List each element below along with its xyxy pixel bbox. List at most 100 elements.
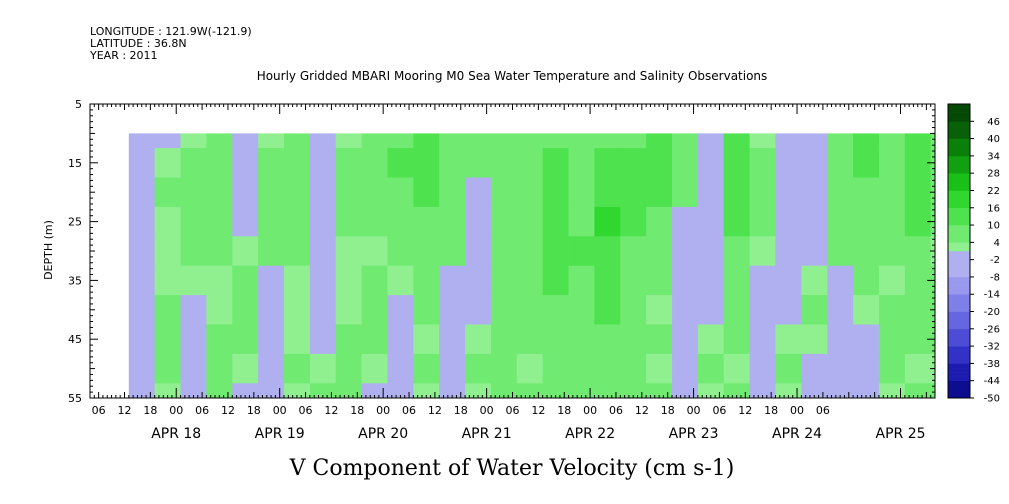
heatmap-cell	[258, 206, 285, 237]
x-day-label: APR 24	[772, 426, 822, 442]
heatmap-cell	[387, 265, 414, 296]
heatmap-cell	[723, 133, 751, 149]
y-tick-label: 35	[68, 274, 82, 287]
chart-title: Hourly Gridded MBARI Mooring M0 Sea Wate…	[257, 69, 768, 83]
heatmap-cell	[516, 324, 544, 355]
heatmap-cell	[568, 383, 595, 399]
colorbar-segment	[948, 276, 970, 286]
x-hour-label: 12	[324, 404, 338, 417]
heatmap-cell	[620, 383, 647, 399]
colorbar-label: 34	[987, 151, 1000, 162]
heatmap-cell	[206, 177, 233, 208]
colorbar-segment	[948, 337, 970, 347]
heatmap-cell	[284, 324, 311, 355]
heatmap-cell	[749, 206, 776, 237]
x-day-label: APR 23	[669, 426, 719, 442]
chart-caption: V Component of Water Velocity (cm s-1)	[289, 456, 735, 481]
heatmap-cell	[749, 177, 776, 208]
heatmap-cell	[439, 295, 466, 325]
y-tick-label: 45	[68, 333, 82, 346]
heatmap-cell	[904, 148, 932, 178]
heatmap-cell	[827, 236, 854, 267]
heatmap-cell	[878, 353, 906, 384]
heatmap-cell	[646, 206, 673, 237]
x-hour-label: 06	[712, 404, 726, 417]
heatmap-cell	[542, 133, 569, 149]
heatmap-cell	[878, 324, 906, 355]
colorbar-segment	[948, 242, 970, 252]
heatmap-cell	[413, 236, 440, 267]
heatmap-cell	[284, 295, 311, 325]
heatmap-cell	[490, 324, 518, 355]
x-day-label: APR 19	[255, 426, 305, 442]
x-day-label: APR 20	[358, 426, 408, 442]
colorbar-segment	[948, 121, 970, 131]
x-hour-label: 00	[790, 404, 804, 417]
x-day-label: APR 25	[876, 426, 926, 442]
x-hour-label: 06	[195, 404, 209, 417]
heatmap-cell	[387, 295, 414, 325]
heatmap-cell	[646, 383, 673, 399]
x-hour-label: 12	[221, 404, 235, 417]
colorbar-label: 4	[994, 238, 1000, 249]
heatmap-cell	[827, 295, 854, 325]
heatmap-cell	[697, 148, 725, 178]
heatmap-cell	[568, 353, 595, 384]
heatmap-cell	[775, 133, 802, 149]
heatmap-cell	[361, 295, 388, 325]
colorbar-label: 16	[987, 203, 1000, 214]
heatmap-cell	[465, 177, 492, 208]
heatmap-cell	[284, 265, 311, 296]
heatmap-cell	[542, 236, 569, 267]
x-hour-label: 00	[376, 404, 390, 417]
heatmap-cell	[284, 177, 311, 208]
heatmap-cell	[775, 383, 802, 399]
heatmap-cell	[335, 324, 363, 355]
heatmap-cell	[413, 324, 440, 355]
heatmap-cell	[594, 353, 621, 384]
heatmap-cell	[387, 177, 414, 208]
heatmap-cell	[232, 148, 259, 178]
heatmap-cell	[801, 324, 828, 355]
heatmap-cell	[413, 265, 440, 296]
heatmap-cell	[749, 383, 776, 399]
heatmap-cell	[180, 148, 207, 178]
heatmap-cell	[723, 148, 751, 178]
colorbar-segment	[948, 216, 970, 226]
heatmap-cell	[387, 206, 414, 237]
heatmap-cell	[827, 177, 854, 208]
colorbar-segment	[948, 372, 970, 382]
heatmap-cell	[568, 177, 595, 208]
heatmap-cell	[180, 177, 207, 208]
x-hour-label: 00	[273, 404, 287, 417]
heatmap-cell	[258, 353, 285, 384]
heatmap-cell	[490, 206, 518, 237]
heatmap-cell	[620, 265, 647, 296]
heatmap-cell	[904, 383, 932, 399]
heatmap-cell	[361, 148, 388, 178]
colorbar-segment	[948, 389, 970, 399]
heatmap-cell	[128, 206, 156, 237]
heatmap-cell	[490, 383, 518, 399]
heatmap-cell	[853, 295, 880, 325]
heatmap-cell	[232, 177, 259, 208]
heatmap-cell	[930, 133, 936, 149]
heatmap-cell	[853, 133, 880, 149]
heatmap-cell	[361, 177, 388, 208]
heatmap-cell	[594, 177, 621, 208]
x-day-label: APR 21	[462, 426, 512, 442]
heatmap-cell	[284, 148, 311, 178]
colorbar-label: 10	[987, 221, 1000, 232]
x-day-label: APR 18	[151, 426, 201, 442]
heatmap-cell	[646, 148, 673, 178]
heatmap-cell	[232, 324, 259, 355]
heatmap-cell	[568, 236, 595, 267]
heatmap-cell	[827, 148, 854, 178]
heatmap-cell	[749, 265, 776, 296]
heatmap-cell	[439, 177, 466, 208]
heatmap-cell	[801, 295, 828, 325]
colorbar-label: -32	[984, 342, 1000, 353]
y-tick-label: 5	[75, 98, 82, 111]
colorbar-label: -38	[984, 359, 1000, 370]
